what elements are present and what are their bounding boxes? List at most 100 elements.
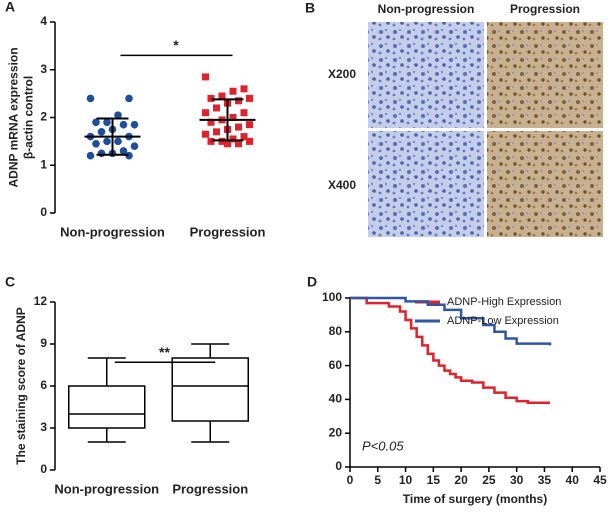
column-label: Progression	[510, 2, 580, 16]
column-label: Non-progression	[378, 2, 475, 16]
data-point	[213, 104, 220, 112]
x-tick-label: 10	[399, 473, 413, 487]
annotation: P<0.05	[362, 438, 404, 453]
y-axis-label: The staining score of ADNP	[14, 307, 28, 465]
x-tick-label: 40	[566, 473, 580, 487]
data-point	[119, 120, 128, 129]
panel-label: C	[5, 274, 15, 290]
data-point	[240, 133, 248, 141]
x-tick-label: 5	[374, 473, 381, 487]
row-label: X200	[328, 67, 356, 81]
data-point	[229, 114, 237, 121]
data-point	[202, 73, 209, 81]
data-point	[229, 135, 237, 143]
data-point	[246, 121, 253, 129]
row-label: X400	[328, 178, 356, 192]
x-tick-label: 20	[454, 473, 468, 487]
data-point	[202, 130, 209, 138]
y-tick-label: 80	[329, 324, 343, 338]
y-tick-label: 0	[40, 462, 47, 476]
x-tick-label: 45	[593, 473, 607, 487]
whisker	[191, 421, 230, 443]
whisker	[191, 343, 230, 358]
data-point	[130, 120, 139, 129]
x-axis-label: Time of surgery (months)	[403, 492, 547, 506]
data-point	[235, 123, 242, 131]
data-point	[97, 128, 106, 136]
y-axis-label: ADNP mRNA expression	[7, 47, 21, 187]
x-tick-label: Progression	[190, 224, 266, 239]
whisker	[87, 428, 126, 443]
data-point	[119, 147, 128, 155]
y-tick-label: 2	[40, 110, 47, 124]
data-point	[92, 139, 100, 148]
significance-label: *	[173, 37, 179, 53]
x-tick-label: 15	[427, 473, 441, 487]
x-tick-label: Progression	[172, 481, 248, 496]
data-point	[114, 137, 122, 146]
data-point	[207, 137, 215, 145]
y-tick-label: 20	[329, 425, 343, 439]
data-point	[86, 151, 95, 160]
data-point	[229, 87, 237, 95]
data-point	[103, 137, 111, 146]
panel-label: D	[307, 274, 317, 290]
y-tick-label: 12	[34, 294, 48, 308]
error-bar	[211, 98, 244, 142]
y-axis-label: β-actin control	[22, 76, 36, 159]
y-tick-label: 3	[40, 62, 47, 76]
y-tick-label: 3	[40, 420, 47, 434]
y-tick-label: 9	[40, 336, 47, 350]
x-tick-label: 0	[347, 473, 354, 487]
error-bar	[96, 117, 129, 156]
data-point	[202, 109, 209, 117]
data-point	[218, 92, 226, 100]
x-tick-label: Non-progression	[54, 481, 159, 496]
data-point	[86, 94, 95, 103]
y-tick-label: 0	[40, 205, 47, 219]
y-tick-label: 4	[40, 14, 47, 28]
x-tick-label: 30	[510, 473, 524, 487]
survival-curve	[350, 296, 550, 405]
x-tick-label: 25	[482, 473, 496, 487]
ihc-image	[487, 22, 603, 128]
data-point	[207, 118, 215, 126]
data-point	[97, 149, 106, 158]
ihc-image	[368, 22, 484, 128]
data-point	[213, 128, 220, 136]
y-tick-label: 6	[40, 378, 47, 392]
y-tick-label: 60	[329, 358, 343, 372]
y-tick-label: 40	[329, 392, 343, 406]
survival-curve	[350, 296, 552, 346]
y-tick-label: 0	[335, 459, 342, 473]
significance-label: **	[159, 344, 170, 360]
y-tick-label: 1	[40, 157, 47, 171]
data-point	[103, 118, 111, 127]
ihc-image	[487, 131, 603, 237]
data-point	[125, 94, 133, 103]
legend-label: ADNP-High Expression	[447, 296, 561, 308]
ihc-images	[368, 22, 603, 237]
x-tick-label: Non-progression	[60, 224, 165, 239]
data-point	[92, 118, 100, 127]
data-point	[240, 85, 248, 93]
data-point	[224, 140, 231, 148]
y-tick-label: 100	[322, 290, 342, 304]
x-tick-label: 35	[538, 473, 552, 487]
ihc-image	[368, 131, 484, 237]
data-point	[235, 97, 242, 105]
data-point	[246, 137, 253, 145]
whisker	[87, 357, 126, 386]
data-point	[207, 94, 215, 102]
data-point	[246, 94, 253, 102]
panel-label: A	[5, 0, 15, 15]
data-point	[235, 140, 242, 148]
box	[68, 385, 146, 429]
data-point	[240, 109, 248, 117]
panel-label: B	[305, 0, 315, 16]
legend-label: ADNP-Low Expression	[447, 315, 559, 327]
data-point	[130, 142, 139, 150]
box	[171, 357, 249, 422]
